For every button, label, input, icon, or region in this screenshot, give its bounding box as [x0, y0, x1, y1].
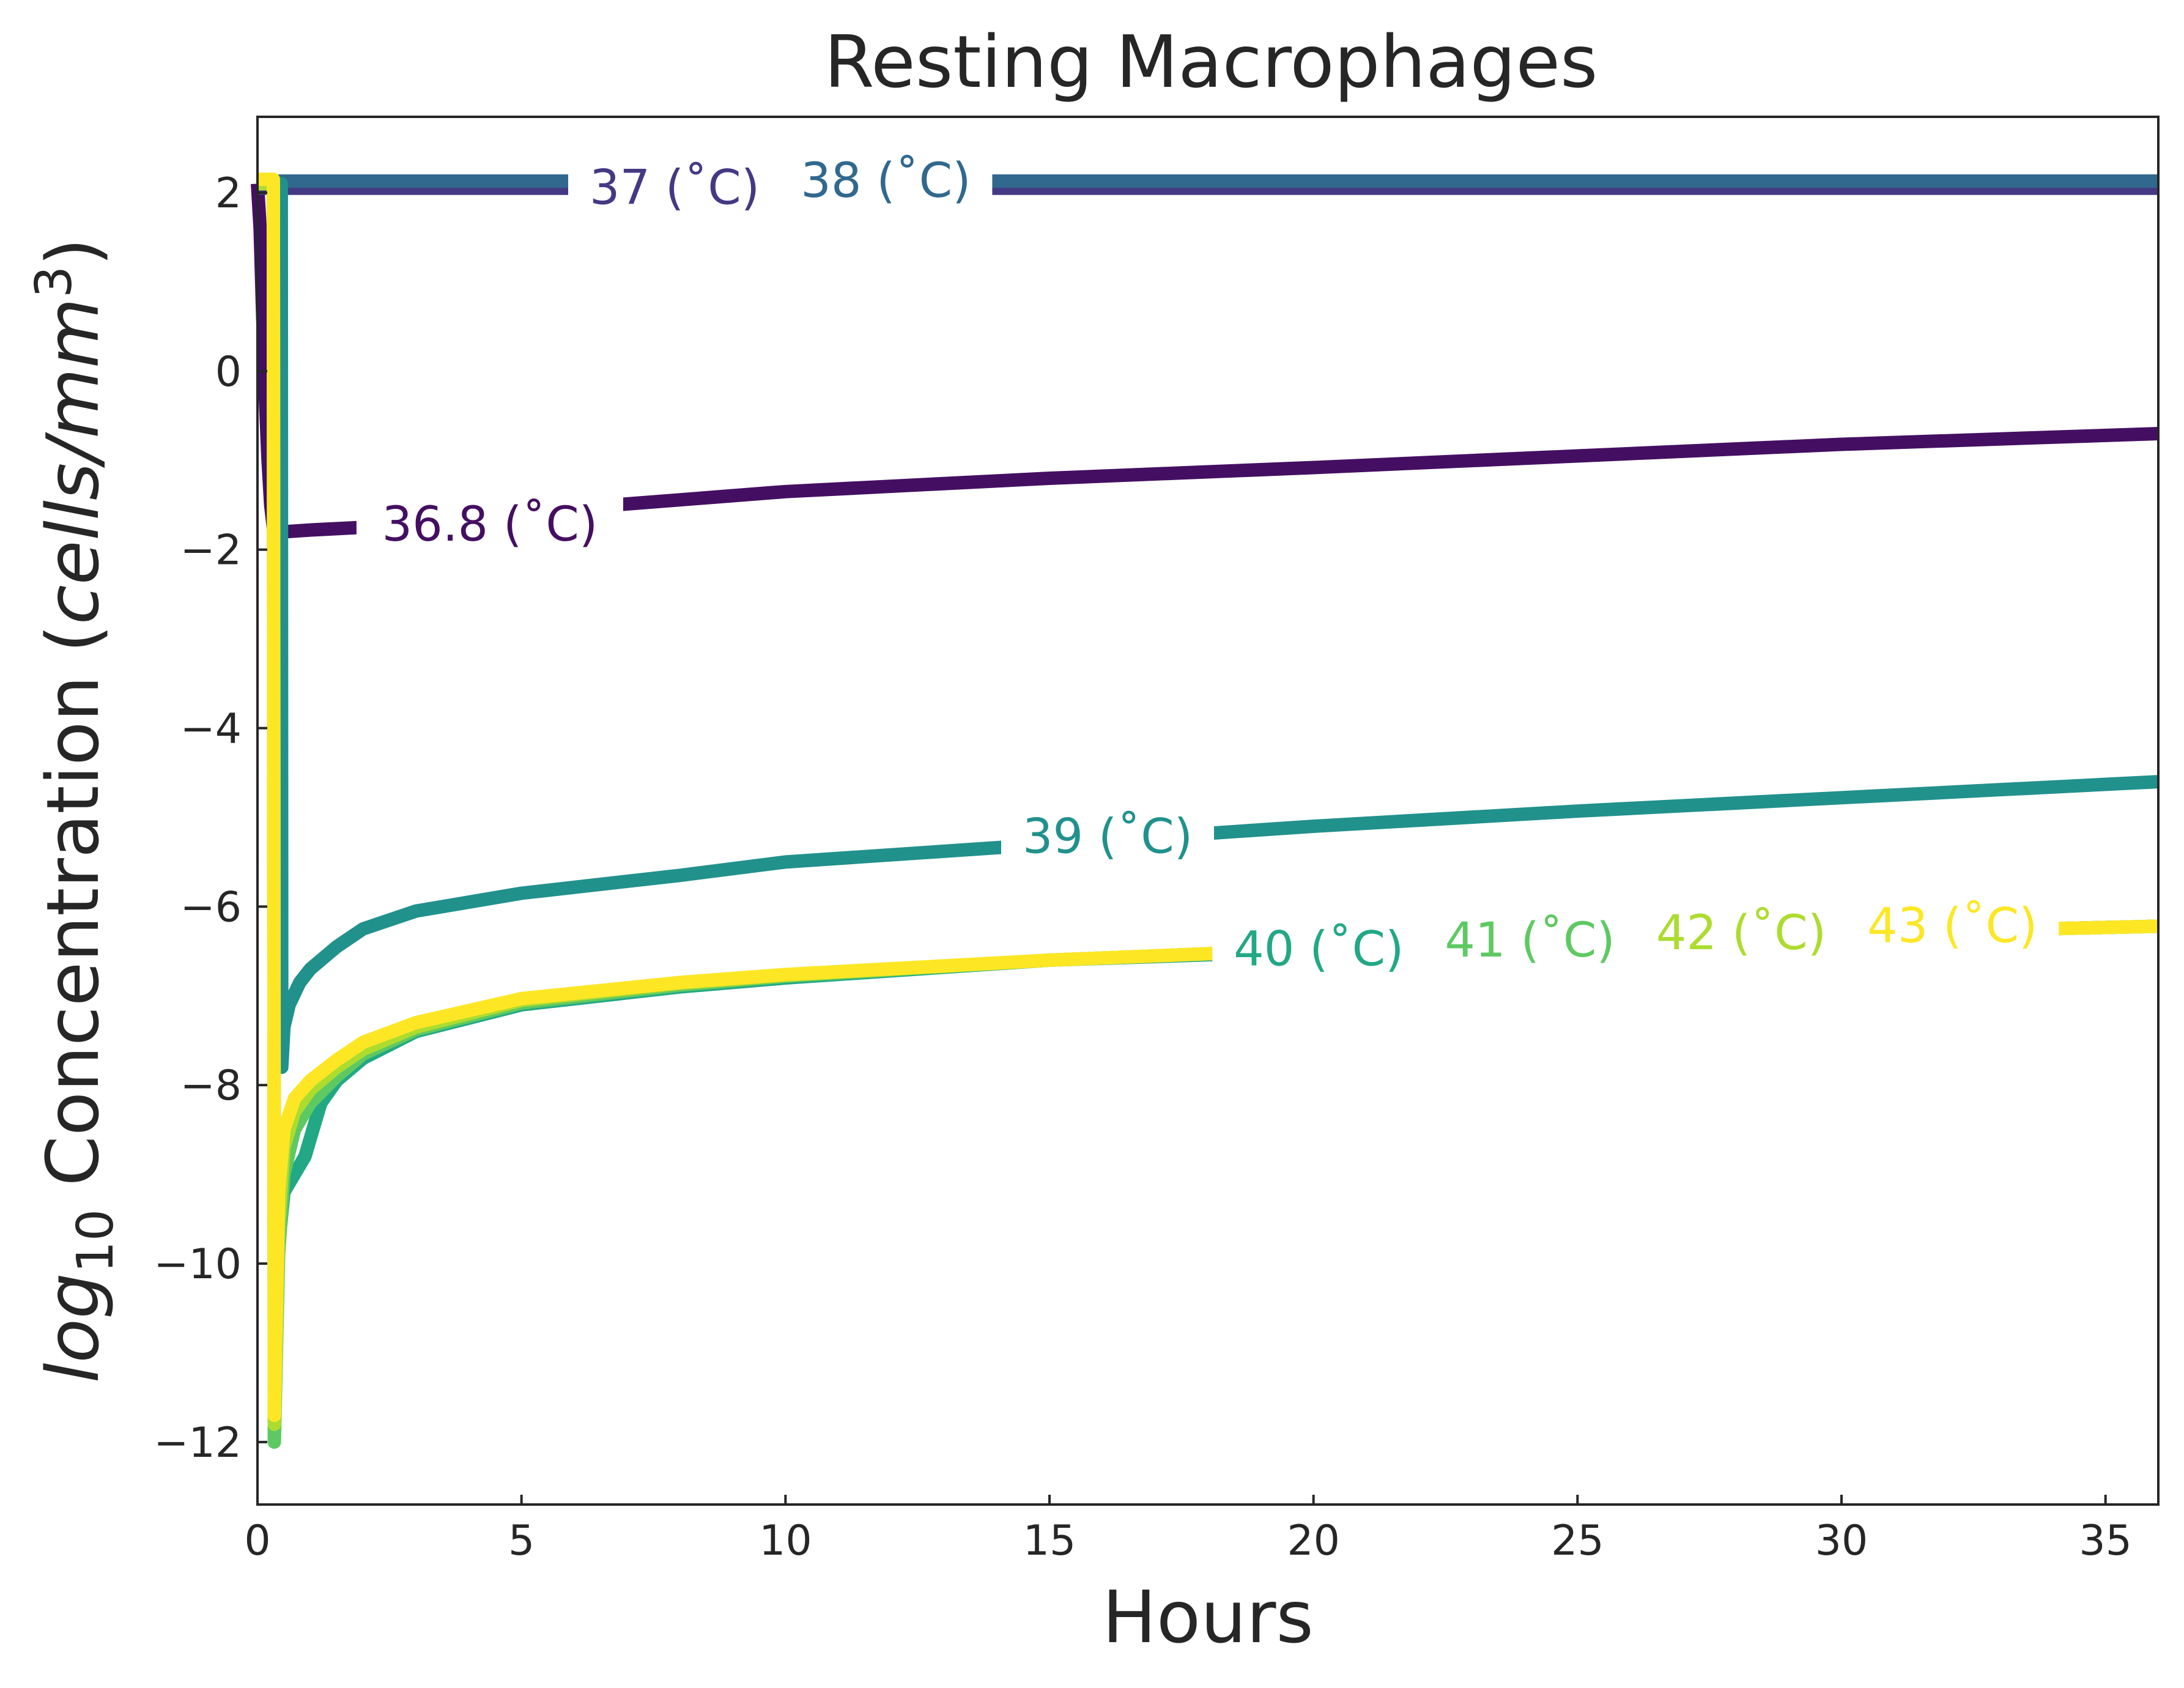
y-axis-label-subscript: 10	[67, 1209, 125, 1273]
y-tick-label: −4	[180, 705, 242, 753]
x-axis-label: Hours	[1102, 1575, 1314, 1659]
series-label-0: 36.8 (˚C)	[382, 497, 598, 552]
series-label-3: 39 (˚C)	[1023, 810, 1193, 865]
series-label-gap-1	[568, 156, 781, 220]
x-tick-label: 15	[1023, 1517, 1076, 1565]
y-tick-label: −2	[180, 527, 242, 575]
series-label-6: 42 (˚C)	[1656, 906, 1826, 961]
series-label-7: 43 (˚C)	[1867, 899, 2037, 954]
y-axis-label-exponent: 3	[25, 266, 83, 298]
series-label-gap-7	[1846, 894, 2059, 958]
chart-title: Resting Macrophages	[824, 20, 1597, 104]
series-label-gap-3	[1001, 805, 1214, 869]
y-axis-label-unit: cells/mm	[31, 298, 115, 624]
series-labels: 36.8 (˚C) 37 (˚C) 38 (˚C) 39 (˚C) 40 (˚C) 41 …	[356, 149, 2059, 982]
x-axis-ticks: 0 5 10 15 20 25 30 35	[244, 1495, 2132, 1565]
x-tick-label: 5	[508, 1517, 535, 1565]
series-label-gap-4	[1212, 917, 1426, 982]
y-tick-label: −8	[180, 1062, 242, 1110]
series-label-gap-5	[1423, 908, 1637, 972]
y-tick-label: −12	[154, 1419, 242, 1467]
y-axis-label-log: log	[31, 1273, 115, 1383]
y-tick-label: 0	[215, 348, 242, 396]
series-label-gap-0	[356, 492, 623, 557]
plot-frame	[256, 116, 2160, 1506]
y-tick-label: −6	[180, 883, 242, 931]
y-axis-label: log10 Concentration (cells/mm3)	[25, 238, 125, 1383]
series-label-1: 37 (˚C)	[590, 161, 760, 216]
y-tick-label: 2	[215, 169, 242, 218]
series-label-gap-2	[779, 149, 993, 213]
series-label-5: 41 (˚C)	[1445, 913, 1615, 968]
y-tick-label: −10	[154, 1240, 242, 1289]
x-tick-label: 25	[1551, 1517, 1604, 1565]
y-axis-label-main: Concentration (	[31, 624, 115, 1209]
x-tick-label: 35	[2079, 1517, 2132, 1565]
x-tick-label: 10	[759, 1517, 812, 1565]
x-tick-label: 30	[1815, 1517, 1868, 1565]
x-tick-label: 0	[244, 1517, 270, 1565]
y-axis-label-close: )	[31, 238, 115, 266]
y-axis-ticks: 2 0 −2 −4 −6 −8 −10 −12	[154, 169, 267, 1467]
series-line-3	[257, 177, 2159, 1074]
series-label-4: 40 (˚C)	[1234, 922, 1404, 977]
series-label-gap-6	[1635, 901, 1848, 966]
x-tick-label: 20	[1287, 1517, 1340, 1565]
series-label-2: 38 (˚C)	[801, 154, 971, 209]
